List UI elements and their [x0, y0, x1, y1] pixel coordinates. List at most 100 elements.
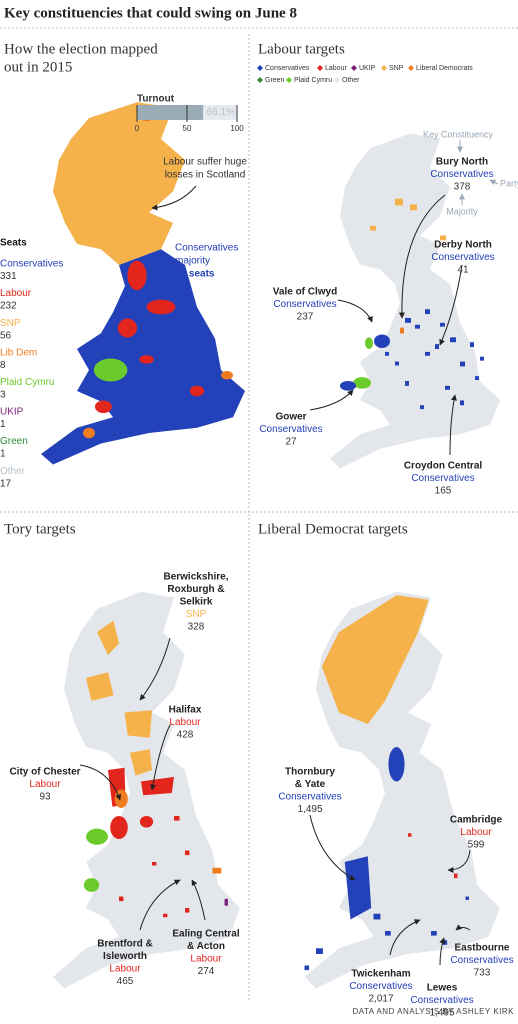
callout-arrow	[191, 879, 206, 921]
target-name: Twickenham	[351, 969, 410, 980]
target-name: Isleworth	[103, 951, 147, 962]
turnout-tick-label: 0	[135, 124, 140, 133]
callout-arrow	[337, 299, 373, 323]
legend-label: Labour	[325, 65, 347, 72]
target-name: Gower	[275, 412, 306, 423]
panel-heading: out in 2015	[4, 59, 72, 75]
target-party: SNP	[186, 609, 207, 620]
map-2015	[41, 102, 246, 465]
annotation: Labour suffer huge	[163, 157, 247, 168]
seats-count: 1	[0, 419, 6, 430]
page-title: Key constituencies that could swing on J…	[4, 5, 297, 21]
target-name: Selkirk	[180, 597, 213, 608]
target-party: Conservatives	[273, 299, 336, 310]
turnout-chart: 66.1% 0 50 100	[135, 105, 244, 133]
callout-arrow	[139, 879, 181, 931]
map-libdem-targets	[304, 591, 500, 989]
target-party: Conservatives	[349, 981, 412, 992]
legend-label: Green	[265, 77, 285, 84]
seats-party: UKIP	[0, 407, 24, 418]
party-legend: Conservatives Labour UKIP SNP Liberal Democr…	[257, 65, 473, 84]
legend-marker	[408, 65, 414, 71]
target-majority: 1,495	[429, 1008, 454, 1019]
target-name: Ealing Central	[172, 929, 239, 940]
key-arrow	[489, 179, 499, 186]
target-party: Conservatives	[431, 252, 494, 263]
seats-party: Conservatives	[0, 259, 63, 270]
seats-count: 3	[0, 390, 6, 401]
target-name: City of Chester	[9, 767, 80, 778]
target-party: Conservatives	[450, 955, 513, 966]
target-name: Bury North	[436, 157, 488, 168]
legend-label: Liberal Democrats	[416, 65, 473, 72]
annotation: majority	[175, 256, 210, 267]
callout-arrow	[79, 764, 122, 801]
legend-label: UKIP	[359, 65, 376, 72]
callout-arrow	[439, 264, 463, 346]
target-name: Eastbourne	[454, 943, 509, 954]
seats-count: 8	[0, 360, 6, 371]
target-party: Conservatives	[278, 792, 341, 803]
target-majority: 27	[285, 437, 297, 448]
legend-marker	[334, 77, 340, 83]
legend-marker	[381, 65, 387, 71]
target-party: Labour	[109, 964, 141, 975]
callout-arrow	[449, 394, 457, 456]
key-label: Party	[500, 178, 518, 188]
turnout-tick-label: 50	[183, 124, 192, 133]
turnout-bar	[137, 105, 204, 120]
target-party: Labour	[29, 779, 61, 790]
target-name: Thornbury	[285, 767, 335, 778]
target-party: Conservatives	[410, 995, 473, 1006]
target-majority: 274	[198, 966, 215, 977]
target-majority: 428	[177, 730, 194, 741]
key-label: Majority	[446, 206, 478, 216]
callout-arrow	[447, 849, 471, 873]
legend-label: Plaid Cymru	[294, 77, 332, 84]
target-party: Labour	[169, 717, 201, 728]
callout-arrow	[455, 924, 471, 931]
seats-party: Plaid Cymru	[0, 377, 54, 388]
seats-party: Other	[0, 466, 26, 477]
key-label: Key Constituency	[423, 129, 494, 139]
target-name: & Yate	[295, 779, 326, 790]
seats-party: Green	[0, 436, 28, 447]
target-majority: 328	[188, 622, 205, 633]
target-majority: 599	[468, 840, 485, 851]
seats-count: 1	[0, 449, 6, 460]
target-name: Croydon Central	[404, 461, 483, 472]
annotation: Conservatives	[175, 243, 238, 254]
legend-marker	[317, 65, 323, 71]
target-majority: 93	[39, 792, 51, 803]
seats-title: Seats	[0, 238, 27, 249]
target-name: Vale of Clwyd	[273, 287, 337, 298]
legend-marker	[257, 77, 263, 83]
target-majority: 237	[297, 312, 314, 323]
target-majority: 1,495	[297, 804, 322, 815]
turnout-tick-label: 100	[230, 124, 244, 133]
target-majority: 41	[457, 265, 469, 276]
annotation: 12 seats	[175, 269, 215, 280]
annotation-arrow	[151, 185, 197, 211]
panel-heading: Labour targets	[258, 41, 345, 57]
callout-arrow	[398, 194, 446, 319]
target-name: Cambridge	[450, 815, 503, 826]
target-name: Berwickshire,	[163, 572, 228, 583]
turnout-value: 66.1%	[207, 107, 235, 118]
target-party: Labour	[190, 954, 222, 965]
seats-party: Labour	[0, 288, 32, 299]
target-name: Derby North	[434, 240, 492, 251]
legend-label: Other	[342, 77, 360, 84]
credit: DATA AND ANALYSIS BY ASHLEY KIRK	[352, 1007, 514, 1016]
target-party: Conservatives	[430, 169, 493, 180]
target-party: Labour	[460, 827, 492, 838]
target-majority: 2,017	[368, 994, 393, 1005]
seats-count: 232	[0, 301, 17, 312]
legend-marker	[351, 65, 357, 71]
target-party: Conservatives	[259, 424, 322, 435]
map-labour-targets	[330, 133, 500, 469]
target-name: & Acton	[187, 941, 225, 952]
seats-count: 56	[0, 330, 12, 341]
